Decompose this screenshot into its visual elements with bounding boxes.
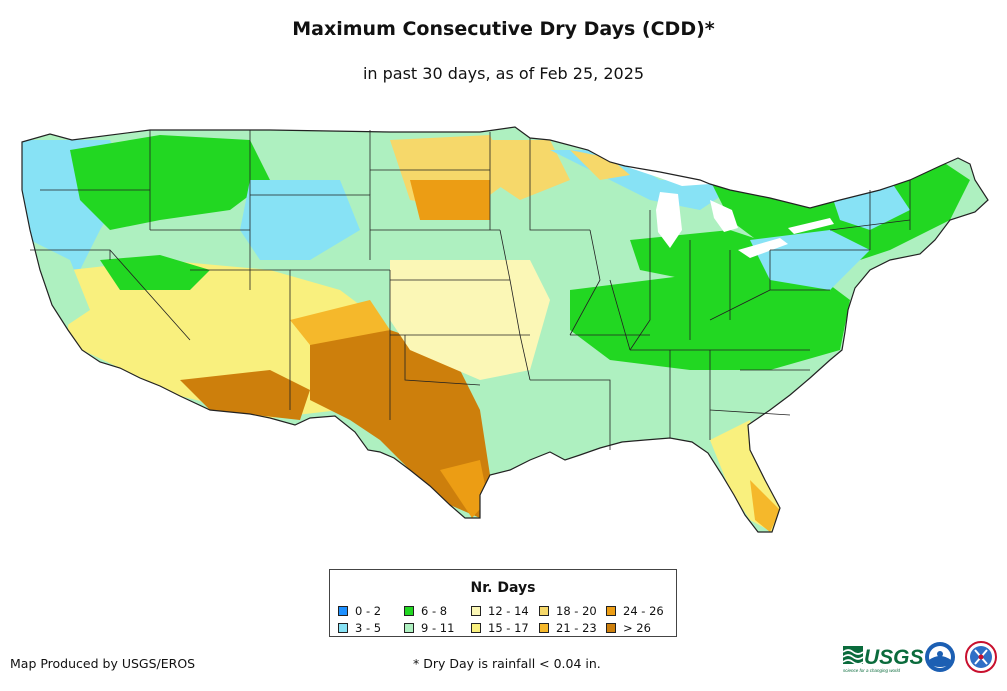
legend-item: 24 - 26 — [606, 604, 664, 618]
legend-item: 12 - 14 — [471, 604, 529, 618]
logos-svg: USGS science for a changing world — [842, 641, 997, 673]
us-cdd-map — [10, 120, 1000, 545]
legend-swatch — [404, 606, 414, 616]
legend-swatch — [338, 606, 348, 616]
legend-item: 0 - 2 — [338, 604, 381, 618]
legend-label: 15 - 17 — [488, 621, 529, 635]
us-map-svg — [21, 126, 989, 533]
legend-label: 18 - 20 — [556, 604, 597, 618]
legend-swatch — [404, 623, 414, 633]
noaa-logo — [925, 642, 955, 672]
legend-swatch — [471, 623, 481, 633]
map-subtitle: in past 30 days, as of Feb 25, 2025 — [362, 64, 645, 83]
state-boundaries — [30, 130, 911, 450]
legend-label: 24 - 26 — [623, 604, 664, 618]
legend-label: 3 - 5 — [355, 621, 382, 635]
legend-title: Nr. Days — [470, 580, 536, 596]
legend-swatch — [606, 623, 616, 633]
nws-logo — [965, 641, 997, 673]
legend-swatch — [539, 623, 549, 633]
legend-label: 0 - 2 — [355, 604, 382, 618]
legend-label: 12 - 14 — [488, 604, 529, 618]
legend-swatch — [338, 623, 348, 633]
svg-text:science for a changing world: science for a changing world — [843, 668, 901, 673]
legend: Nr. Days 0 - 2 3 - 5 6 - 8 9 - 11 12 - 1… — [329, 569, 677, 637]
legend-label: 9 - 11 — [421, 621, 455, 635]
legend-item: 15 - 17 — [471, 621, 529, 635]
legend-label: > 26 — [623, 621, 651, 635]
legend-item: 21 - 23 — [539, 621, 597, 635]
legend-item: 3 - 5 — [338, 621, 381, 635]
cdd-fill-layer — [22, 127, 988, 532]
legend-item: 9 - 11 — [404, 621, 454, 635]
legend-item: 6 - 8 — [404, 604, 447, 618]
agency-logos: USGS science for a changing world — [842, 640, 1003, 676]
legend-item: 18 - 20 — [539, 604, 597, 618]
dry-day-footnote: * Dry Day is rainfall < 0.04 in. — [413, 656, 601, 671]
legend-swatch — [471, 606, 481, 616]
legend-item: > 26 — [606, 621, 651, 635]
svg-text:USGS: USGS — [864, 646, 924, 669]
credit-text: Map Produced by USGS/EROS — [10, 656, 196, 671]
legend-label: 21 - 23 — [556, 621, 597, 635]
legend-swatch — [539, 606, 549, 616]
map-title: Maximum Consecutive Dry Days (CDD)* — [292, 18, 715, 40]
legend-label: 6 - 8 — [421, 604, 448, 618]
usgs-logo: USGS science for a changing world — [842, 646, 924, 673]
legend-swatch — [606, 606, 616, 616]
us-outline — [21, 126, 989, 533]
